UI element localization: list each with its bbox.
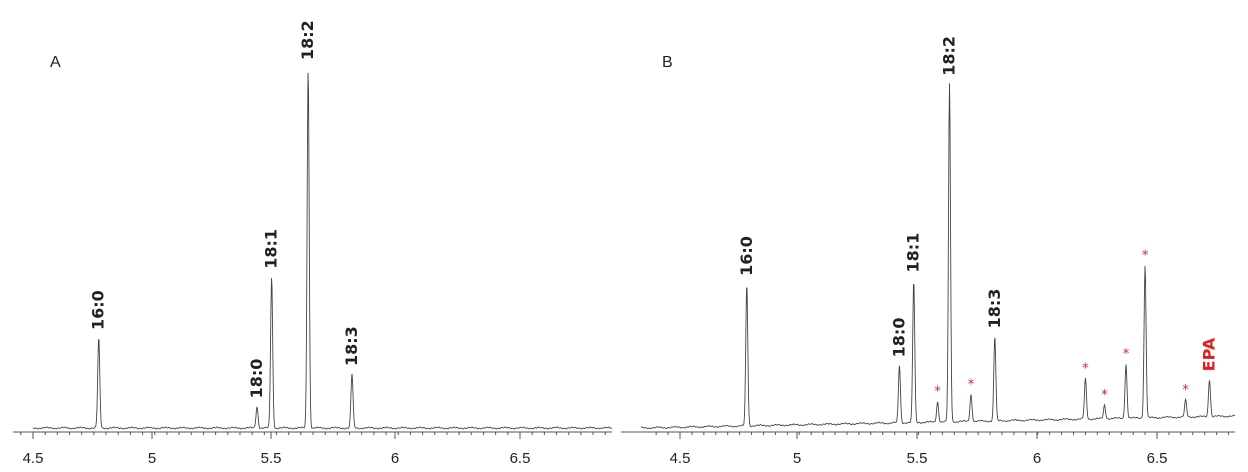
panel-label: A <box>50 54 61 71</box>
unknown-peak-marker: * <box>934 385 941 400</box>
x-tick-label: 4.5 <box>23 450 44 467</box>
x-tick-label: 5 <box>148 450 156 467</box>
chromatogram-trace <box>640 83 1236 430</box>
unknown-peak-marker: * <box>1142 249 1149 264</box>
peak-label: 16:0 <box>737 236 756 276</box>
peak-label: 18:2 <box>298 20 317 60</box>
unknown-peak-marker: * <box>1123 347 1130 362</box>
unknown-peak-marker: * <box>1182 383 1189 398</box>
chromatogram-panel-a: 4.5 5 5.5 6 6.5 A 16:0 18:0 18:1 18:2 18:3 <box>13 20 613 467</box>
unknown-peak-marker: * <box>1082 361 1089 376</box>
x-tick-label: 6 <box>1033 450 1041 467</box>
peak-label: 18:1 <box>262 229 281 269</box>
peak-label: 18:3 <box>985 289 1004 329</box>
peak-label: 18:3 <box>342 326 361 366</box>
x-tick-label: 5 <box>793 450 801 467</box>
unknown-peak-marker: * <box>968 377 975 392</box>
x-tick-label: 6 <box>391 450 399 467</box>
peak-label: EPA <box>1199 337 1218 371</box>
x-tick-label: 4.5 <box>670 450 691 467</box>
x-tick-label: 5.5 <box>261 450 282 467</box>
unknown-peak-marker: * <box>1101 388 1108 403</box>
x-tick-label: 6.5 <box>510 450 531 467</box>
chromatogram-panel-b: 4.5 5 5.5 6 6.5 B 16:0 18:0 18:1 18:2 18:3 EPA * * * * *… <box>621 36 1236 467</box>
x-tick-label: 5.5 <box>907 450 928 467</box>
peak-label: 16:0 <box>89 290 108 330</box>
x-tick-label: 6.5 <box>1147 450 1168 467</box>
chromatogram-trace <box>32 72 613 430</box>
peak-label: 18:0 <box>247 359 266 399</box>
peak-label: 18:2 <box>940 36 959 76</box>
panel-label: B <box>662 54 673 71</box>
peak-label: 18:0 <box>889 318 908 358</box>
peak-label: 18:1 <box>904 233 923 273</box>
